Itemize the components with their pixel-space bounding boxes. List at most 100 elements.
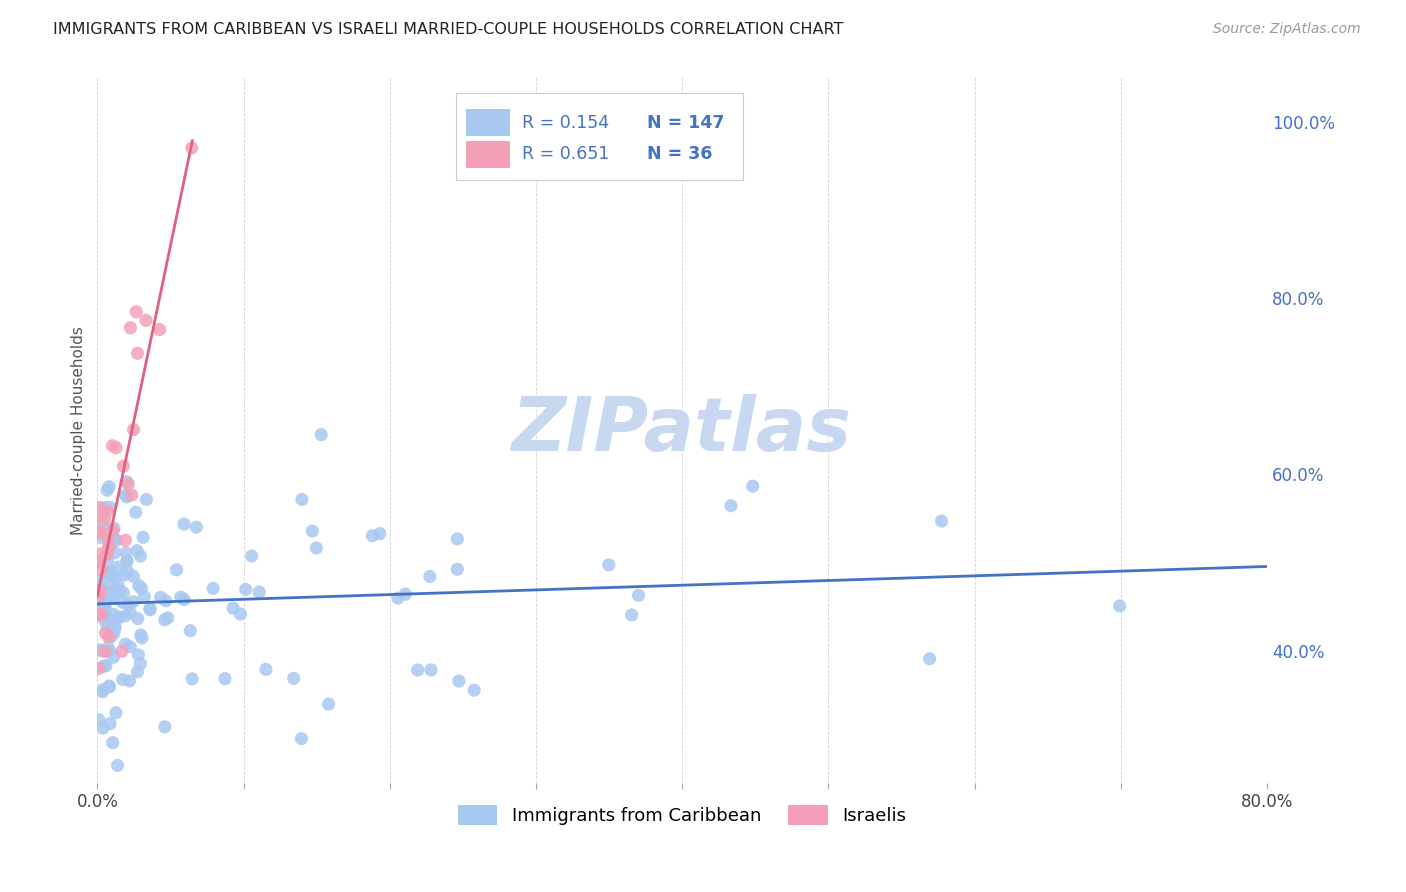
Point	[127, 648, 149, 662]
Point	[94, 500, 117, 515]
Point	[98, 679, 121, 693]
Point	[406, 663, 429, 677]
Point	[96, 568, 118, 582]
Point	[89, 589, 111, 603]
Point	[120, 320, 142, 334]
Point	[368, 526, 391, 541]
Point	[598, 558, 620, 572]
Point	[309, 427, 332, 442]
Point	[620, 607, 643, 622]
Point	[94, 658, 117, 673]
Point	[305, 541, 328, 555]
Point	[125, 543, 148, 558]
Point	[127, 612, 149, 626]
Point	[129, 628, 152, 642]
Point	[90, 531, 112, 545]
Point	[94, 566, 117, 580]
Point	[318, 697, 340, 711]
Point	[100, 630, 122, 644]
Point	[214, 672, 236, 686]
Point	[107, 579, 129, 593]
Point	[115, 546, 138, 560]
Point	[918, 652, 941, 666]
Point	[87, 643, 110, 657]
Point	[107, 560, 129, 574]
Point	[166, 563, 188, 577]
Point	[91, 611, 114, 625]
Point	[132, 530, 155, 544]
Point	[115, 554, 138, 568]
Point	[94, 603, 117, 617]
Point	[153, 720, 176, 734]
Point	[247, 585, 270, 599]
Point	[131, 631, 153, 645]
Point	[720, 499, 742, 513]
Point	[186, 520, 208, 534]
Point	[131, 582, 153, 596]
Point	[121, 488, 143, 502]
Point	[96, 505, 118, 519]
Point	[111, 673, 134, 687]
Point	[156, 611, 179, 625]
Point	[149, 591, 172, 605]
Point	[463, 683, 485, 698]
Point	[104, 569, 127, 583]
Point	[90, 643, 112, 657]
Point	[222, 601, 245, 615]
Point	[447, 673, 470, 688]
Point	[114, 533, 136, 548]
Point	[108, 610, 131, 624]
Point	[93, 599, 115, 614]
Point	[181, 672, 204, 686]
Point	[98, 716, 121, 731]
Point	[155, 594, 177, 608]
Point	[101, 590, 124, 604]
Point	[139, 601, 162, 615]
Point	[117, 565, 139, 579]
Point	[98, 644, 121, 658]
Point	[112, 459, 135, 474]
Point	[125, 505, 148, 519]
Point	[114, 637, 136, 651]
Text: N = 147: N = 147	[647, 113, 724, 132]
Point	[394, 587, 416, 601]
Text: R = 0.651: R = 0.651	[522, 145, 609, 163]
Point	[105, 441, 128, 455]
Text: R = 0.154: R = 0.154	[522, 113, 609, 132]
Point	[98, 541, 121, 556]
Point	[100, 590, 122, 604]
Point	[96, 483, 118, 498]
Point	[115, 554, 138, 568]
Point	[170, 590, 193, 604]
Point	[101, 524, 124, 538]
Point	[93, 644, 115, 658]
Point	[235, 582, 257, 597]
Point	[98, 480, 121, 494]
Point	[103, 650, 125, 665]
Point	[283, 671, 305, 685]
Point	[127, 346, 149, 360]
Point	[127, 665, 149, 679]
Point	[93, 517, 115, 532]
Point	[97, 566, 120, 580]
Point	[122, 595, 145, 609]
Point	[117, 477, 139, 491]
Point	[153, 613, 176, 627]
Point	[419, 569, 441, 583]
Point	[91, 721, 114, 735]
Text: Source: ZipAtlas.com: Source: ZipAtlas.com	[1213, 22, 1361, 37]
Point	[180, 141, 202, 155]
Point	[96, 612, 118, 626]
Point	[301, 524, 323, 538]
Point	[103, 607, 125, 622]
Point	[101, 439, 124, 453]
Point	[134, 590, 156, 604]
Point	[96, 547, 118, 561]
Point	[114, 608, 136, 623]
Legend: Immigrants from Caribbean, Israelis: Immigrants from Caribbean, Israelis	[449, 796, 915, 834]
Point	[97, 640, 120, 655]
Point	[111, 644, 134, 658]
Point	[91, 526, 114, 541]
Point	[741, 479, 763, 493]
Y-axis label: Married-couple Households: Married-couple Households	[72, 326, 86, 534]
